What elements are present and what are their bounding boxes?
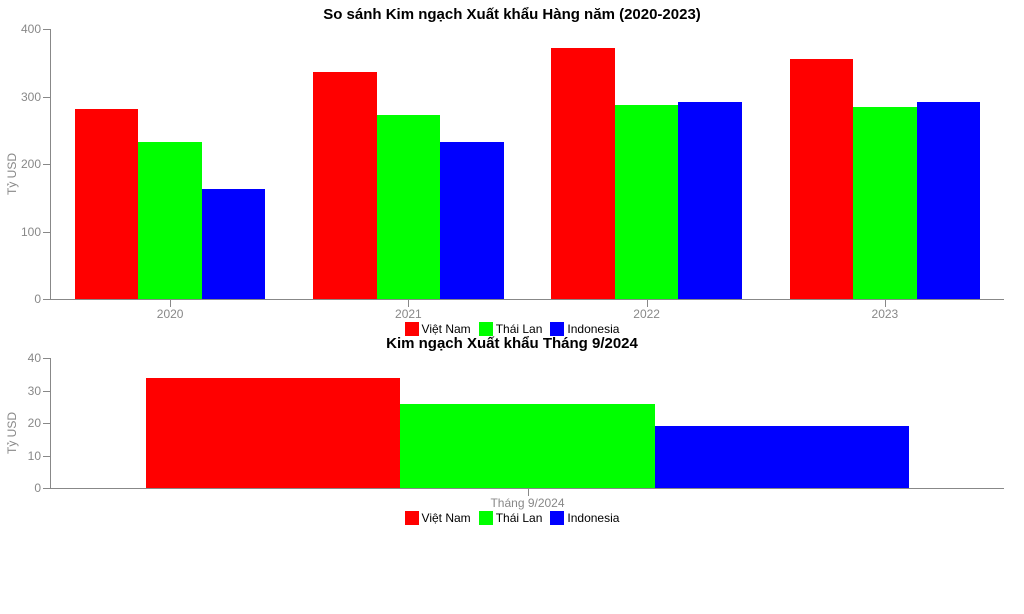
legend-item: Indonesia <box>550 322 619 336</box>
chart1-plot-area: 01002003004002020202120222023 <box>50 29 1004 300</box>
y-tick-label: 300 <box>21 90 51 104</box>
bar <box>146 378 400 489</box>
annual-export-chart: So sánh Kim ngạch Xuất khẩu Hàng năm (20… <box>0 0 1024 339</box>
bar <box>551 48 615 299</box>
bar <box>790 59 854 299</box>
bar <box>377 115 441 299</box>
legend-label: Indonesia <box>567 322 619 336</box>
legend-swatch <box>550 322 564 336</box>
chart2-y-axis-label: Tỷ USD <box>5 412 19 454</box>
legend-swatch <box>405 511 419 525</box>
legend-item: Indonesia <box>550 511 619 525</box>
bar <box>313 72 377 299</box>
bar <box>678 102 742 299</box>
legend-swatch <box>405 322 419 336</box>
bar <box>440 142 504 299</box>
chart2-plot-area: 010203040Tháng 9/2024 <box>50 358 1004 489</box>
bar <box>202 189 266 299</box>
legend-swatch <box>550 511 564 525</box>
bar <box>615 105 679 299</box>
y-tick-label: 40 <box>28 351 51 365</box>
x-tick-label: 2021 <box>395 299 422 321</box>
legend-item: Thái Lan <box>479 322 543 336</box>
legend-item: Thái Lan <box>479 511 543 525</box>
x-tick-label: 2020 <box>157 299 184 321</box>
y-tick-label: 400 <box>21 22 51 36</box>
legend-item: Việt Nam <box>405 322 471 336</box>
chart1-y-axis-label: Tỷ USD <box>5 153 19 195</box>
x-tick-label: Tháng 9/2024 <box>490 488 564 510</box>
legend-label: Thái Lan <box>496 511 543 525</box>
x-tick-label: 2023 <box>872 299 899 321</box>
y-tick-label: 0 <box>34 292 51 306</box>
legend-label: Thái Lan <box>496 322 543 336</box>
y-tick-label: 30 <box>28 384 51 398</box>
chart2-legend: Việt Nam Thái Lan Indonesia <box>0 511 1024 528</box>
y-tick-label: 20 <box>28 416 51 430</box>
bar <box>853 107 917 299</box>
legend-label: Việt Nam <box>422 322 471 336</box>
bar <box>75 109 139 299</box>
legend-item: Việt Nam <box>405 511 471 525</box>
x-tick-label: 2022 <box>633 299 660 321</box>
legend-label: Việt Nam <box>422 511 471 525</box>
bar <box>400 404 654 488</box>
bar <box>138 142 202 299</box>
y-tick-label: 100 <box>21 225 51 239</box>
y-tick-label: 10 <box>28 449 51 463</box>
y-tick-label: 0 <box>34 481 51 495</box>
chart1-title: So sánh Kim ngạch Xuất khẩu Hàng năm (20… <box>0 6 1024 23</box>
bar <box>655 426 909 488</box>
bar <box>917 102 981 299</box>
monthly-export-chart: Kim ngạch Xuất khẩu Tháng 9/2024 Tỷ USD … <box>0 335 1024 528</box>
y-tick-label: 200 <box>21 157 51 171</box>
legend-swatch <box>479 322 493 336</box>
legend-label: Indonesia <box>567 511 619 525</box>
chart2-title: Kim ngạch Xuất khẩu Tháng 9/2024 <box>0 335 1024 352</box>
legend-swatch <box>479 511 493 525</box>
